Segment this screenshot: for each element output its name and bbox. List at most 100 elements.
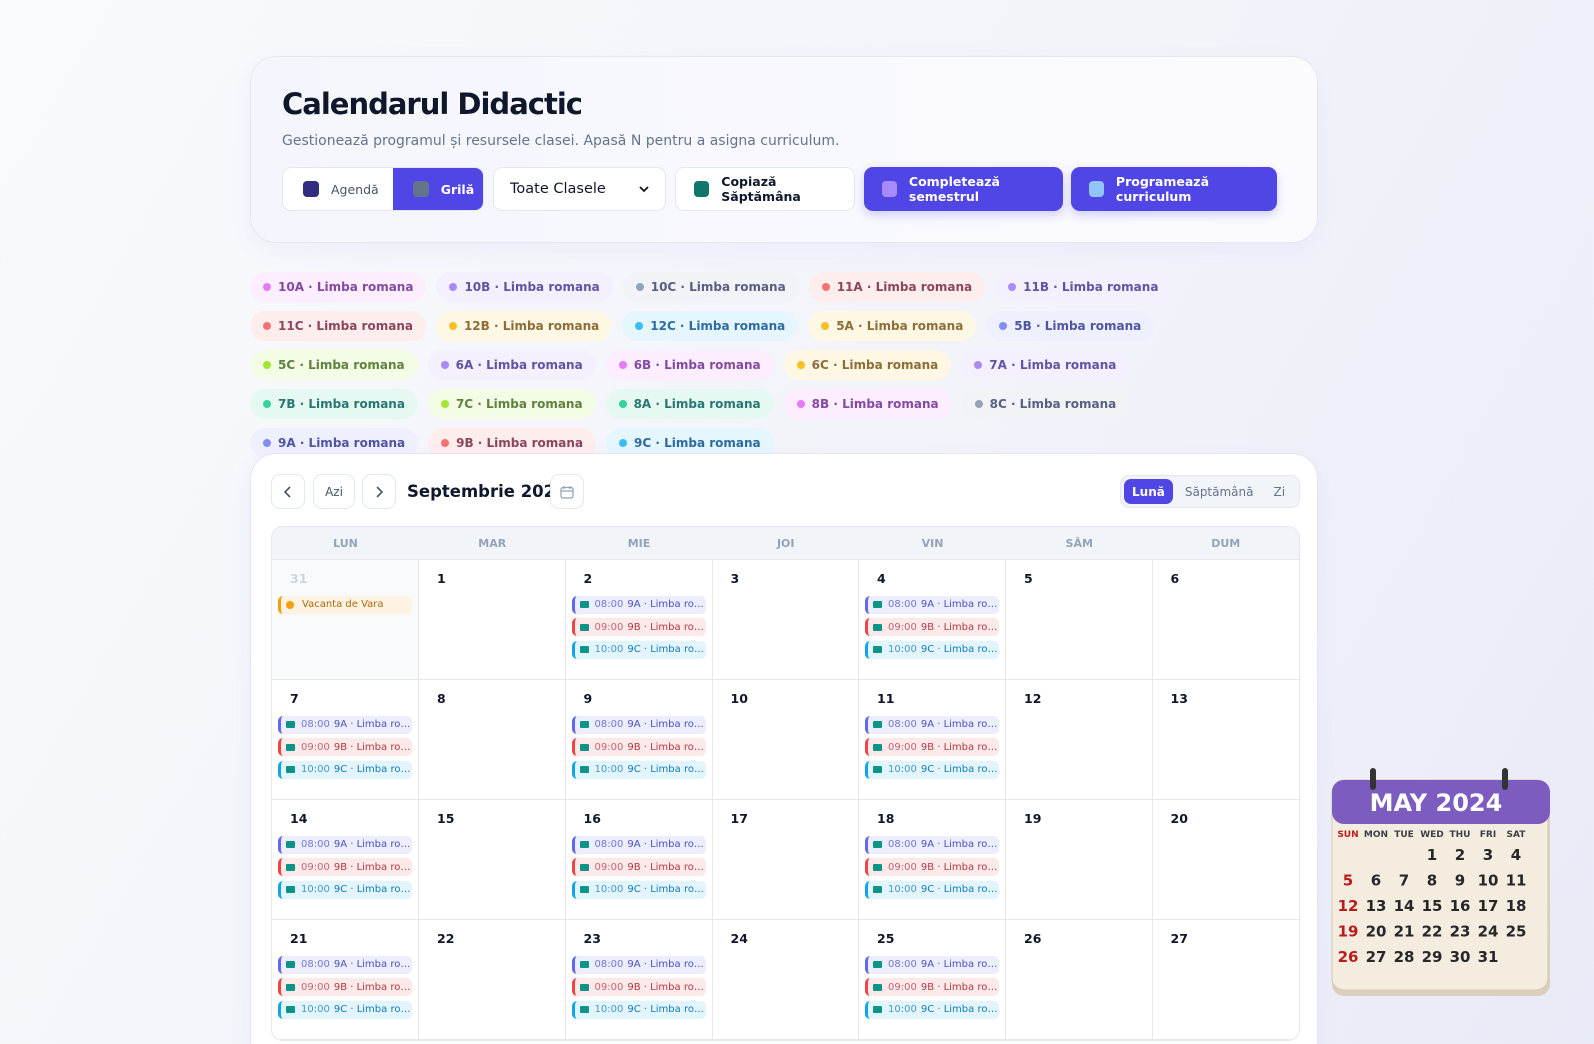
day-cell[interactable]: 10 (712, 680, 859, 800)
event[interactable]: Vacanta de Vara (278, 595, 412, 614)
class-chip[interactable]: 11B · Limba romana (995, 272, 1172, 302)
class-chip[interactable]: 5C · Limba romana (250, 350, 418, 380)
class-chip[interactable]: 8A · Limba romana (605, 389, 774, 419)
class-filter[interactable]: Toate Clasele (493, 167, 666, 211)
chevron (376, 485, 383, 498)
day-cell[interactable]: 6 (1152, 560, 1299, 680)
today-button[interactable]: Azi (313, 474, 355, 509)
class-chip[interactable]: 5A · Limba romana (808, 311, 977, 341)
view-option[interactable]: Săptămână (1184, 484, 1254, 499)
day-cell[interactable]: 20 (1152, 800, 1299, 920)
day-cell[interactable]: 26 (1006, 920, 1153, 1040)
view-option[interactable]: Zi (1273, 484, 1286, 499)
day-cell[interactable]: 31 Vacanta de Vara (272, 560, 419, 680)
next-button[interactable] (362, 474, 396, 509)
event-label: Vacanta de Vara (302, 599, 384, 610)
prev-button[interactable] (271, 474, 305, 509)
class-chip[interactable]: 7C · Limba romana (427, 389, 596, 419)
class-chip[interactable]: 5B · Limba romana (986, 311, 1155, 341)
class-chip[interactable]: 6B · Limba romana (605, 350, 774, 380)
class-chip[interactable]: 10B · Limba romana (436, 272, 613, 302)
class-chip[interactable]: 7A · Limba romana (961, 350, 1130, 380)
day-cell[interactable]: 19 (1006, 800, 1153, 920)
copy-week-button[interactable]: Copiază Săptămâna (675, 167, 855, 211)
day-cell[interactable]: 24 (712, 920, 859, 1040)
fill-semester-button[interactable]: Completează semestrul (864, 167, 1063, 211)
class-chip[interactable]: 11A · Limba romana (808, 272, 986, 302)
day-cell[interactable]: 15 (419, 800, 566, 920)
view-option[interactable]: Lună (1124, 479, 1173, 504)
day-cell[interactable]: 13 (1152, 680, 1299, 800)
class-chip[interactable]: 8B · Limba romana (783, 389, 952, 419)
class-chip[interactable]: 6C · Limba romana (783, 350, 952, 380)
class-chip[interactable]: 8C · Limba romana (961, 389, 1130, 419)
day-cell[interactable]: 12 (1006, 680, 1153, 800)
day-cell[interactable]: 3 (712, 560, 859, 680)
class-chip[interactable]: 10A · Limba romana (250, 272, 427, 302)
class-chip[interactable]: 6A · Limba romana (427, 350, 596, 380)
date-picker-button[interactable] (550, 474, 584, 509)
class-chip[interactable]: 7B · Limba romana (250, 389, 418, 419)
day-cell[interactable]: 5 (1006, 560, 1153, 680)
illustration-day: 16 (1450, 897, 1471, 915)
schedule-curriculum-button[interactable]: Programează curriculum (1071, 167, 1277, 211)
class-chip[interactable]: 11C · Limba romana (250, 311, 426, 341)
chevron (639, 185, 649, 192)
event-label: 9C · Limba romana (333, 884, 412, 895)
grid-button[interactable]: Grilă (392, 168, 483, 210)
class-chip[interactable]: 12C · Limba romana (622, 311, 799, 341)
class-chip[interactable]: 10C · Limba romana (622, 272, 799, 302)
agenda-button[interactable]: Agendă (283, 168, 393, 210)
class-chip[interactable]: 12B · Limba romana (435, 311, 613, 341)
day-cell[interactable]: 27 (1152, 920, 1299, 1040)
day-cell[interactable]: 1 (419, 560, 566, 680)
day-cell[interactable]: 8 (419, 680, 566, 800)
day-cell[interactable]: 17 (712, 800, 859, 920)
day-cell[interactable]: 22 (419, 920, 566, 1040)
